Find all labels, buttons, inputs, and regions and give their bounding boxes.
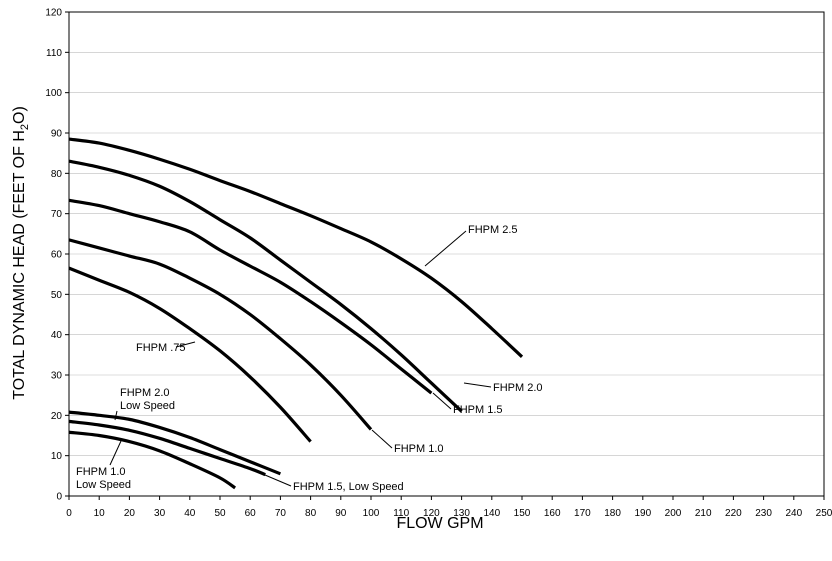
x-tick-label-9: 90 — [335, 508, 347, 519]
curve-label-3: FHPM 1.0 — [394, 443, 444, 455]
curve-label-leader-5 — [114, 410, 118, 421]
curve-4 — [68, 266, 312, 443]
x-axis-ticks: 0 10 20 30 40 50 60 70 80 90 100 110 120 130 140 150 160… — [66, 496, 832, 519]
curve-label-leader-4 — [175, 341, 196, 348]
curve-6 — [68, 419, 266, 477]
curve-label-leader-6 — [264, 474, 292, 487]
x-tick-label-12: 120 — [423, 508, 440, 519]
curve-label-7: FHPM 1.0 — [76, 466, 126, 478]
curve-3 — [68, 238, 373, 431]
x-tick-label-5: 50 — [214, 508, 226, 519]
x-tick-label-2: 20 — [124, 508, 136, 519]
x-tick-label-20: 200 — [665, 508, 682, 519]
curve-2 — [68, 198, 433, 395]
x-tick-label-11: 110 — [393, 508, 409, 519]
x-tick-label-24: 240 — [785, 508, 802, 519]
y-tick-label-7: 70 — [51, 209, 63, 220]
curve-label-5-line2: Low Speed — [120, 400, 175, 412]
y-tick-label-8: 80 — [51, 169, 63, 180]
curve-label-7-line2: Low Speed — [76, 479, 131, 491]
x-tick-label-15: 150 — [514, 508, 531, 519]
x-tick-label-1: 10 — [94, 508, 106, 519]
curve-label-5: FHPM 2.0 — [120, 387, 170, 399]
curve-0 — [68, 137, 524, 359]
x-tick-label-23: 230 — [755, 508, 772, 519]
y-tick-label-0: 0 — [56, 492, 62, 503]
x-tick-label-21: 210 — [695, 508, 712, 519]
curve-7 — [68, 430, 237, 490]
x-tick-label-7: 70 — [275, 508, 287, 519]
curve-label-leader-7 — [109, 440, 122, 466]
y-axis-title-end: O) — [11, 106, 28, 124]
x-tick-label-3: 30 — [154, 508, 166, 519]
curve-5 — [68, 410, 281, 476]
x-tick-label-17: 170 — [574, 508, 591, 519]
y-tick-label-6: 60 — [51, 250, 63, 261]
y-tick-label-9: 90 — [51, 129, 63, 140]
x-tick-label-19: 190 — [634, 508, 651, 519]
x-tick-label-18: 180 — [604, 508, 621, 519]
x-axis-title: FLOW GPM — [396, 515, 483, 532]
curve-label-4: FHPM .75 — [136, 342, 186, 354]
y-axis-title-main: TOTAL DYNAMIC HEAD (FEET OF H — [11, 130, 28, 400]
curve-1 — [68, 159, 463, 413]
x-tick-label-4: 40 — [184, 508, 196, 519]
curve-label-2: FHPM 1.5 — [453, 404, 503, 416]
y-tick-label-1: 10 — [51, 451, 63, 462]
y-axis-title-subscript: 2 — [19, 124, 31, 130]
curve-labels: FHPM 2.5 FHPM 2.0 FHPM 1.5 FHPM 1.0 FHPM .75… — [76, 224, 543, 493]
x-tick-label-14: 140 — [483, 508, 500, 519]
x-tick-label-8: 80 — [305, 508, 317, 519]
y-tick-label-4: 40 — [51, 330, 63, 341]
y-tick-label-11: 110 — [46, 48, 62, 59]
y-tick-label-10: 100 — [45, 88, 62, 99]
x-tick-label-10: 100 — [363, 508, 380, 519]
x-tick-label-6: 60 — [245, 508, 257, 519]
x-tick-label-22: 220 — [725, 508, 742, 519]
curve-label-0: FHPM 2.5 — [468, 224, 518, 236]
curves — [68, 137, 524, 490]
curve-label-leader-0 — [424, 230, 467, 267]
x-tick-label-16: 160 — [544, 508, 561, 519]
grid-lines — [69, 52, 824, 456]
y-axis-title: TOTAL DYNAMIC HEAD (FEET OF H2O) — [11, 106, 31, 400]
curve-label-1: FHPM 2.0 — [493, 382, 543, 394]
y-tick-label-5: 50 — [51, 290, 63, 301]
curve-label-6: FHPM 1.5, Low Speed — [293, 481, 404, 493]
curve-label-leader-1 — [463, 382, 492, 388]
x-tick-label-25: 250 — [816, 508, 832, 519]
curve-label-leader-3 — [371, 429, 393, 449]
x-tick-label-0: 0 — [66, 508, 72, 519]
curve-label-leader-2 — [432, 392, 452, 410]
y-tick-label-12: 120 — [45, 8, 62, 19]
y-tick-label-3: 30 — [51, 371, 63, 382]
y-axis-ticks: 0 10 20 30 40 50 60 70 80 90 100 110 120 — [45, 8, 69, 503]
y-tick-label-2: 20 — [51, 411, 63, 422]
x-tick-label-13: 130 — [453, 508, 470, 519]
